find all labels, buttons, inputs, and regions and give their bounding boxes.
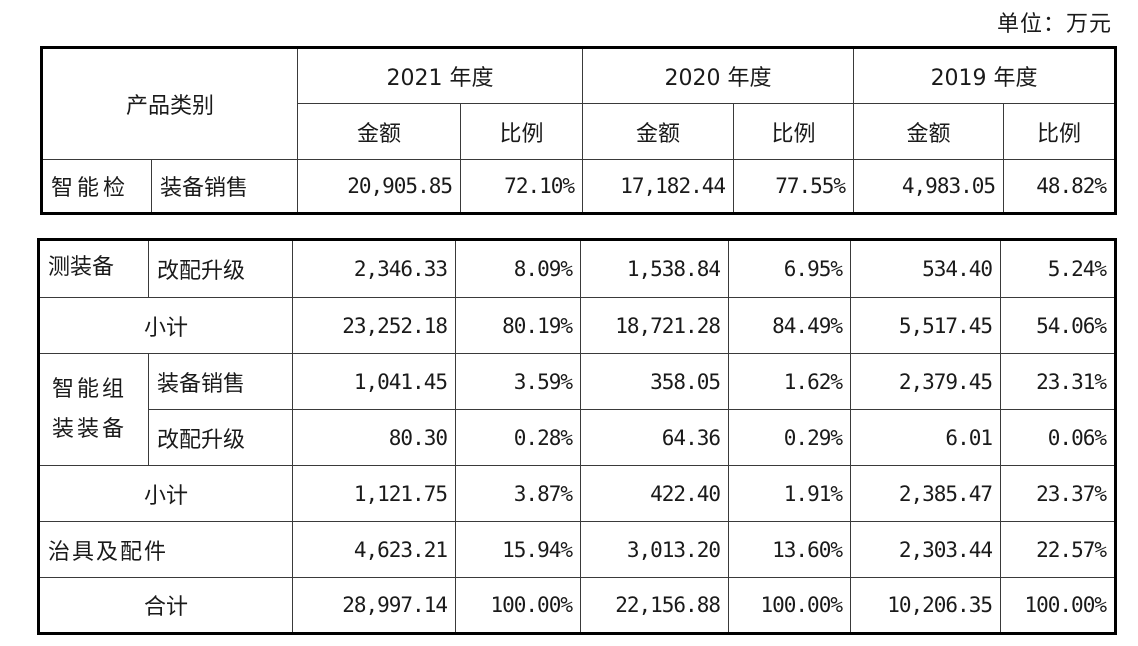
year-2019-header: 2019 年度 [853, 47, 1117, 104]
amount-cell: 64.36 [580, 409, 729, 466]
ratio-cell: 3.59% [455, 353, 581, 410]
subcategory-cell: 改配升级 [148, 409, 293, 466]
ratio-header: 比例 [460, 103, 584, 160]
table-row: 智能检 装备销售 20,905.85 72.10% 17,182.44 77.5… [41, 159, 1117, 214]
ratio-cell: 84.49% [728, 297, 851, 354]
ratio-header: 比例 [733, 103, 855, 160]
unit-label: 单位：万元 [996, 12, 1112, 37]
amount-cell: 20,905.85 [297, 159, 462, 214]
ratio-header: 比例 [1003, 103, 1117, 160]
ratio-cell: 54.06% [1000, 297, 1116, 354]
category-header: 产品类别 [40, 47, 299, 160]
amount-cell: 4,983.05 [853, 159, 1005, 214]
subcategory-cell: 改配升级 [148, 239, 293, 298]
ratio-cell: 80.19% [455, 297, 581, 354]
category-line: 装装备 [52, 416, 128, 442]
fixtures-label: 治具及配件 [38, 521, 293, 578]
subcategory-cell: 装备销售 [148, 353, 293, 410]
amount-cell: 18,721.28 [580, 297, 729, 354]
amount-cell: 23,252.18 [292, 297, 456, 354]
ratio-cell: 0.29% [728, 409, 851, 466]
category-line: 智能组 [52, 376, 128, 402]
subtotal-label: 小计 [38, 465, 293, 522]
ratio-cell: 1.91% [728, 465, 851, 522]
amount-cell: 5,517.45 [850, 297, 1001, 354]
amount-cell: 6.01 [850, 409, 1001, 466]
ratio-cell: 8.09% [455, 239, 581, 298]
amount-cell: 2,303.44 [850, 521, 1001, 578]
amount-cell: 422.40 [580, 465, 729, 522]
ratio-cell: 13.60% [728, 521, 851, 578]
year-2021-header: 2021 年度 [297, 47, 584, 104]
ratio-cell: 23.31% [1000, 353, 1116, 410]
ratio-cell: 100.00% [1000, 577, 1116, 634]
amount-cell: 22,156.88 [580, 577, 729, 634]
ratio-cell: 100.00% [455, 577, 581, 634]
revenue-table-header: 产品类别 2021 年度 2020 年度 2019 年度 金额 比例 金额 比例… [40, 46, 1118, 215]
table-row: 合计 28,997.14 100.00% 22,156.88 100.00% 1… [38, 577, 1116, 634]
amount-header: 金额 [582, 103, 735, 160]
table-row: 改配升级 80.30 0.28% 64.36 0.29% 6.01 0.06% [39, 409, 1116, 466]
amount-cell: 358.05 [580, 353, 729, 410]
ratio-cell: 0.06% [1000, 409, 1116, 466]
revenue-table-body: 测装备 改配升级 2,346.33 8.09% 1,538.84 6.95% 5… [37, 238, 1117, 635]
amount-header: 金额 [853, 103, 1005, 160]
amount-header: 金额 [297, 103, 462, 160]
table-row: 小计 1,121.75 3.87% 422.40 1.91% 2,385.47 … [38, 465, 1116, 522]
amount-cell: 4,623.21 [292, 521, 456, 578]
ratio-cell: 5.24% [1000, 239, 1116, 298]
amount-cell: 534.40 [850, 239, 1001, 298]
subtotal-label: 小计 [38, 297, 293, 354]
table-row: 智能组 装装备 装备销售 1,041.45 3.59% 358.05 1.62%… [38, 353, 1116, 466]
year-2020-header: 2020 年度 [582, 47, 855, 104]
amount-cell: 1,121.75 [292, 465, 456, 522]
subcategory-cell: 装备销售 [150, 159, 299, 214]
ratio-cell: 0.28% [455, 409, 581, 466]
ratio-cell: 6.95% [728, 239, 851, 298]
table-row: 小计 23,252.18 80.19% 18,721.28 84.49% 5,5… [38, 297, 1116, 354]
amount-cell: 17,182.44 [582, 159, 735, 214]
table-row: 治具及配件 4,623.21 15.94% 3,013.20 13.60% 2,… [38, 521, 1116, 578]
ratio-cell: 1.62% [728, 353, 851, 410]
ratio-cell: 100.00% [728, 577, 851, 634]
ratio-cell: 72.10% [460, 159, 584, 214]
amount-cell: 1,041.45 [292, 353, 456, 410]
ratio-cell: 15.94% [455, 521, 581, 578]
amount-cell: 80.30 [292, 409, 456, 466]
amount-cell: 2,346.33 [292, 239, 456, 298]
amount-cell: 1,538.84 [580, 239, 729, 298]
table-row: 测装备 改配升级 2,346.33 8.09% 1,538.84 6.95% 5… [38, 239, 1116, 298]
ratio-cell: 77.55% [733, 159, 855, 214]
total-label: 合计 [38, 577, 293, 634]
category-cell: 测装备 [38, 239, 149, 298]
category-cell: 智能检 [41, 159, 152, 214]
amount-cell: 28,997.14 [292, 577, 456, 634]
ratio-cell: 23.37% [1000, 465, 1116, 522]
amount-cell: 10,206.35 [850, 577, 1001, 634]
amount-cell: 3,013.20 [580, 521, 729, 578]
amount-cell: 2,379.45 [850, 353, 1001, 410]
ratio-cell: 48.82% [1003, 159, 1117, 214]
ratio-cell: 3.87% [455, 465, 581, 522]
amount-cell: 2,385.47 [850, 465, 1001, 522]
category-cell: 智能组 装装备 [38, 353, 149, 466]
ratio-cell: 22.57% [1000, 521, 1116, 578]
